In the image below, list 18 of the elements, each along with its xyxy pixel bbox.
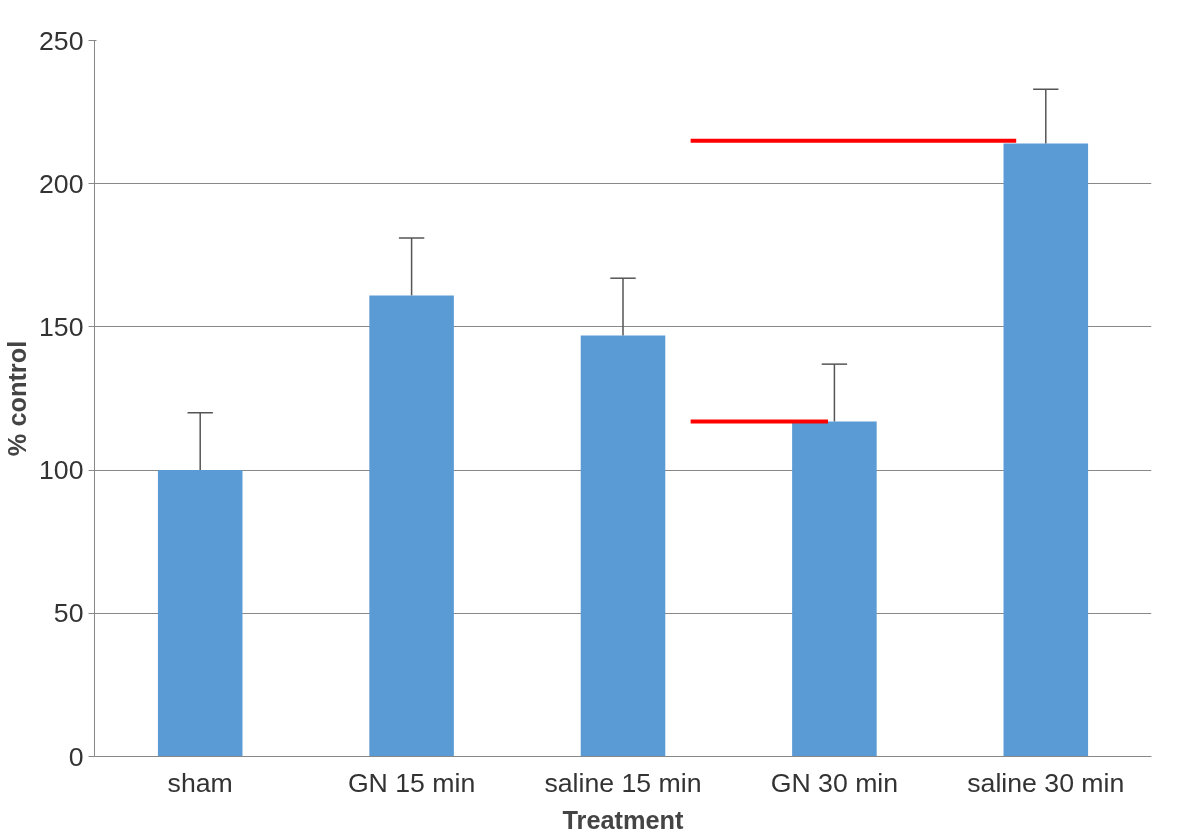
bar <box>157 470 243 757</box>
y-tick-label: 0 <box>68 741 84 772</box>
y-tick-label: 150 <box>39 311 84 342</box>
x-tick-label: GN 15 min <box>347 767 476 798</box>
y-tick-label: 200 <box>39 168 84 199</box>
bar <box>792 421 877 757</box>
y-tick-label: 50 <box>53 598 84 629</box>
bar <box>580 335 666 757</box>
y-axis-title: % control <box>3 340 32 457</box>
x-tick-label: saline 30 min <box>967 767 1125 798</box>
bar <box>1003 143 1089 757</box>
x-tick-label: saline 15 min <box>544 767 702 798</box>
y-tick-label: 250 <box>39 25 84 56</box>
x-tick-label: GN 30 min <box>770 767 899 798</box>
x-tick-label: sham <box>167 767 233 798</box>
bar <box>369 295 454 757</box>
y-tick-label: 100 <box>39 455 84 486</box>
x-axis-title: Treatment <box>562 805 685 834</box>
